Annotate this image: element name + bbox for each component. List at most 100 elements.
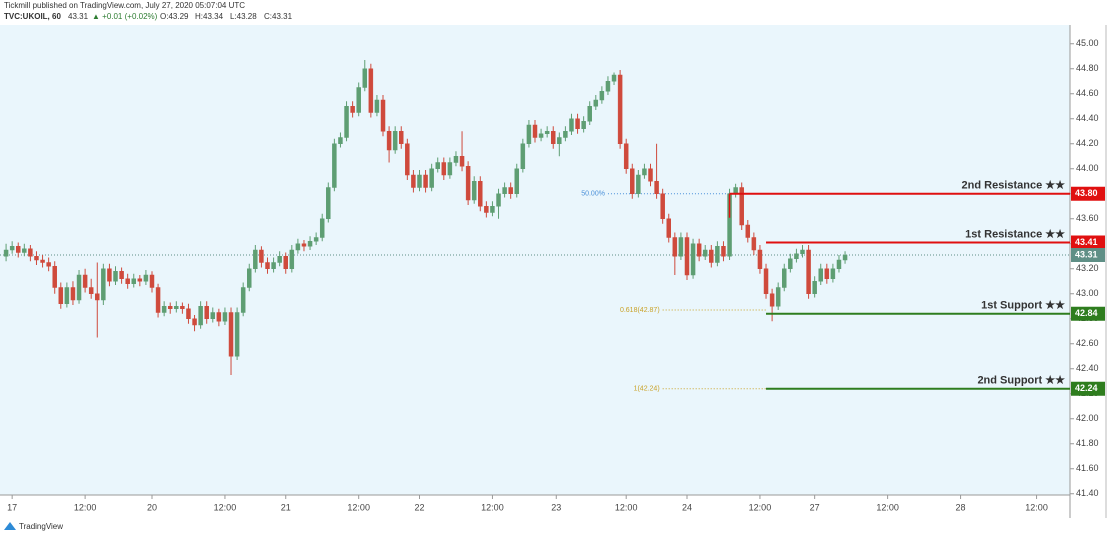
y-tick-label: 44.80 [1076,63,1099,73]
x-tick-label: 24 [682,502,692,512]
candle-body [690,243,696,276]
candle-body [514,168,520,194]
candle-body [222,312,228,322]
candle-body [678,237,684,257]
candle-body [642,168,647,176]
candle-body [228,312,234,357]
candle-body [660,193,665,219]
y-tick-label: 42.40 [1076,363,1099,373]
candle-body [338,137,343,144]
y-tick-label: 44.00 [1076,163,1099,173]
candle-body [362,68,368,88]
candle-body [569,118,574,132]
y-tick-label: 43.20 [1076,263,1099,273]
candle-body [76,274,82,301]
candle-body [788,258,793,269]
candle-body [167,306,173,309]
candle-body [538,133,544,138]
x-tick-label: 12:00 [876,502,899,512]
candle-body [22,248,27,253]
candle-body [113,271,118,282]
candle-body [459,156,465,167]
logo-icon [4,522,16,530]
candle-body [271,262,276,269]
fib-label: 50.00% [581,191,605,198]
y-tick-label: 42.00 [1076,413,1099,423]
candle-body [684,237,690,276]
x-tick-label: 12:00 [749,502,772,512]
y-tick-label: 44.40 [1076,113,1099,123]
candle-body [763,268,769,294]
x-tick-label: 20 [147,502,157,512]
ohlc-open: O:43.29 [160,12,189,21]
candle-body [721,246,726,257]
candle-body [240,287,246,313]
candle-body [137,278,143,282]
candle-body [648,168,653,182]
y-tick-label: 41.80 [1076,438,1099,448]
y-tick-label: 43.60 [1076,213,1099,223]
candle-body [295,243,301,251]
candle-body [508,187,513,194]
candle-body [301,243,307,247]
candle-body [386,131,392,151]
candle-body [484,206,489,213]
candle-body [636,174,641,194]
candle-body [15,246,21,253]
y-tick-label: 45.00 [1076,38,1099,48]
footer-logo: TradingView [19,522,63,531]
candle-body [46,262,51,267]
candle-body [332,143,337,188]
candle-body [40,259,45,263]
candle-body [587,106,592,122]
candle-body [453,156,459,163]
candle-body [344,106,349,138]
ohlc-close: C:43.31 [264,12,293,21]
candle-body [64,287,70,304]
candle-body [599,91,605,101]
x-tick-label: 12:00 [481,502,504,512]
level-price-label: 43.41 [1075,237,1098,247]
candle-body [739,187,744,226]
change: ▲ +0.01 (+0.02%) [92,12,158,21]
candle-body [526,124,532,144]
last-price-label: 43.31 [1075,249,1098,259]
candle-body [350,106,355,113]
y-tick-label: 44.20 [1076,138,1099,148]
candle-body [374,99,380,113]
candle-body [95,293,100,301]
candle-body [259,249,264,263]
candle-body [380,99,386,132]
candle-body [234,312,240,357]
price: 43.31 [68,12,89,21]
candle-body [423,174,428,188]
ohlc-high: H:43.34 [195,12,224,21]
candle-body [155,287,161,313]
ohlc-low: L:43.28 [230,12,257,21]
x-tick-label: 12:00 [615,502,638,512]
candle-body [806,249,811,294]
candle-body [289,249,295,269]
level-price-box [1071,186,1105,201]
candle-body [399,131,404,144]
candle-body [775,287,781,307]
candle-body [666,218,671,238]
candle-body [70,287,76,301]
candle-body [757,249,763,269]
level-price-box [1071,381,1105,396]
candle-body [356,87,361,113]
candle-body [392,131,398,151]
candle-body [696,243,702,257]
candle-body [623,143,629,169]
candle-body [447,162,453,176]
y-tick-label: 44.60 [1076,88,1099,98]
fib-label: 0.618(42.87) [620,307,660,314]
candle-body [429,168,434,188]
x-tick-label: 12:00 [1025,502,1048,512]
candle-body [3,249,9,257]
candle-body [283,256,288,269]
level-price-label: 42.24 [1075,383,1098,393]
candle-body [143,274,149,282]
level-label: 2nd Resistance ★★ [962,180,1066,192]
candle-body [550,131,556,144]
